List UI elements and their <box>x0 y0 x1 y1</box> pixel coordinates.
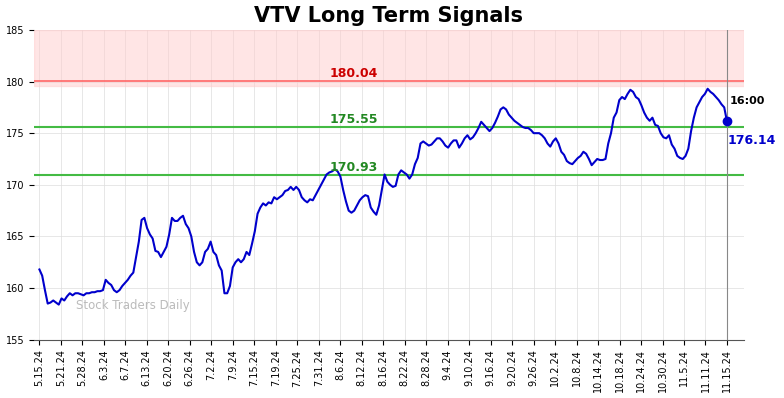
Title: VTV Long Term Signals: VTV Long Term Signals <box>254 6 523 25</box>
Text: 180.04: 180.04 <box>329 66 378 80</box>
Text: 176.14: 176.14 <box>728 134 776 147</box>
Bar <box>34 30 743 86</box>
Text: Stock Traders Daily: Stock Traders Daily <box>77 299 191 312</box>
Text: 16:00: 16:00 <box>730 96 765 106</box>
Text: 175.55: 175.55 <box>329 113 378 126</box>
Text: 170.93: 170.93 <box>329 161 378 174</box>
